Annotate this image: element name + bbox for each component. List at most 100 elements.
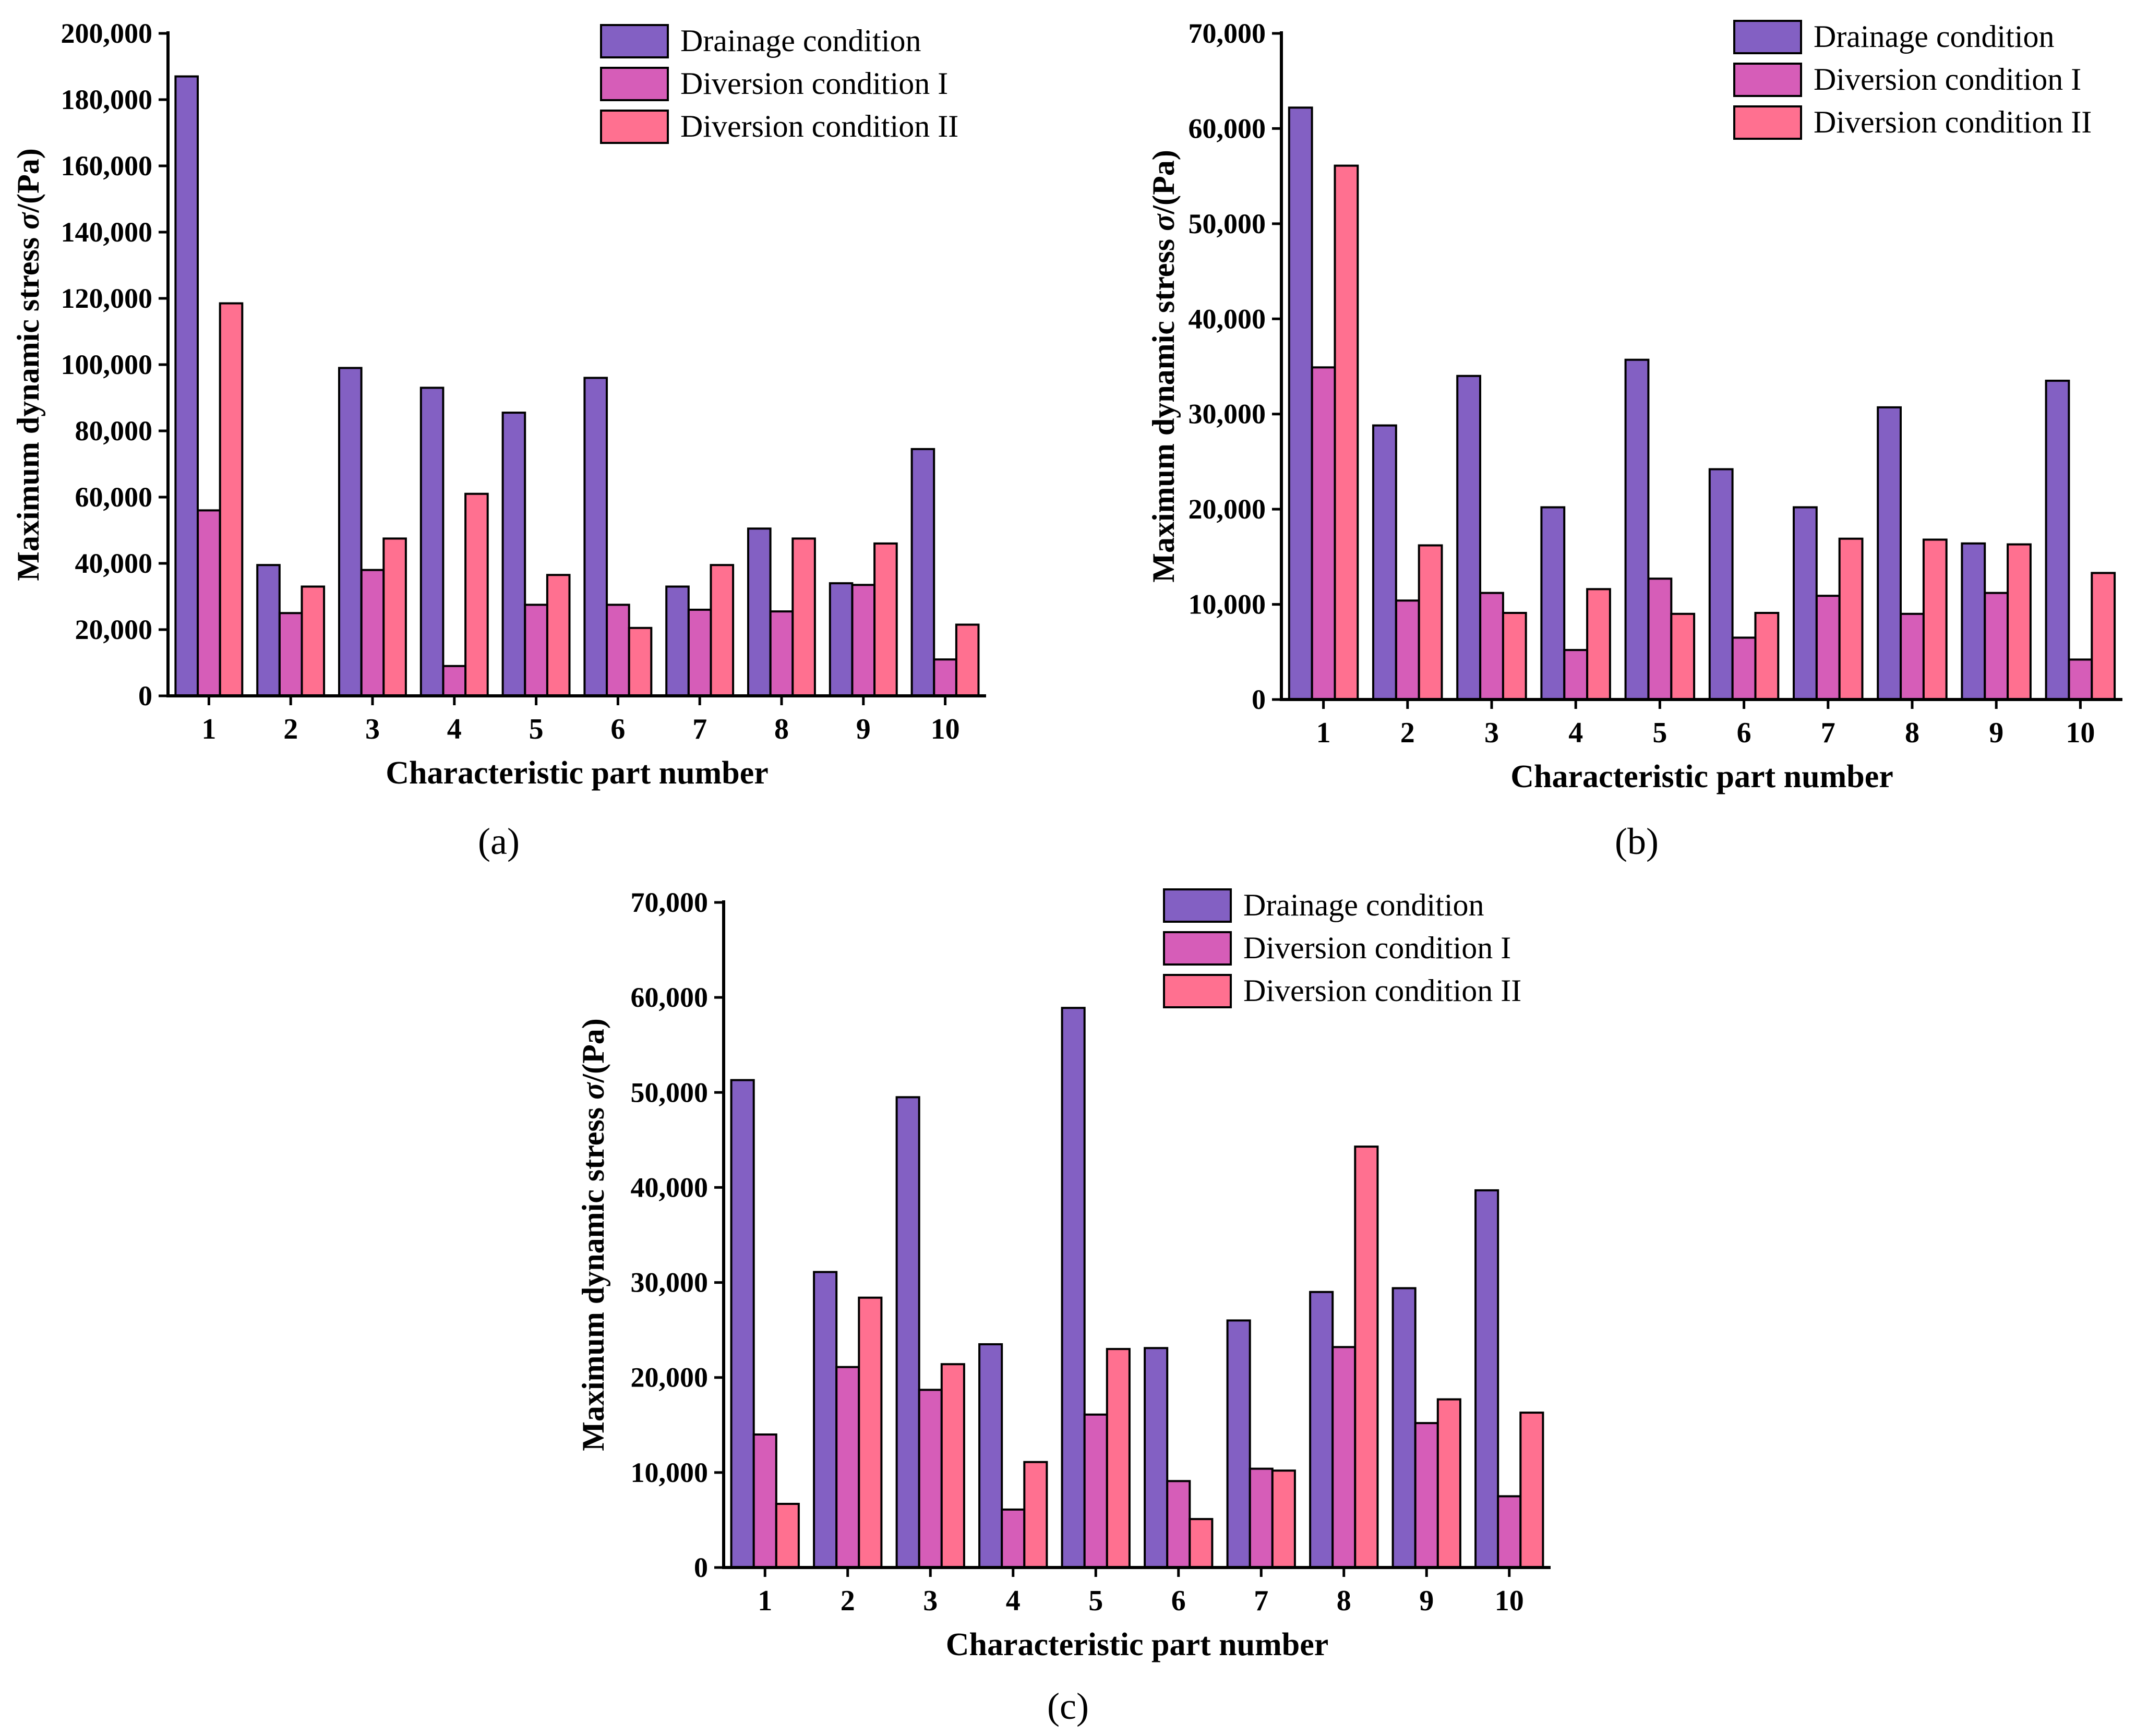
bar-diversion_1-part-5 — [1083, 1413, 1108, 1569]
x-tick-label: 2 — [1400, 717, 1415, 749]
x-tick-label: 4 — [1006, 1585, 1021, 1617]
y-tick-label: 10,000 — [631, 1457, 709, 1488]
bar-drainage-part-2 — [813, 1271, 838, 1569]
x-tick-label: 4 — [447, 713, 462, 745]
bar-diversion_1-part-8 — [1900, 612, 1925, 701]
bar-diversion_2-part-4 — [1586, 588, 1611, 701]
legend-label-diversion_1: Diversion condition I — [1814, 62, 2081, 97]
legend-swatch-diversion_2 — [1163, 974, 1232, 1008]
x-tick-label: 6 — [1737, 717, 1751, 749]
bar-diversion_2-part-6 — [1754, 612, 1780, 701]
bar-drainage-part-7 — [665, 585, 690, 697]
y-tick-label: 40,000 — [75, 548, 153, 579]
bar-diversion_2-part-6 — [1189, 1518, 1214, 1569]
x-tick-label: 9 — [1419, 1585, 1434, 1617]
x-tick-label: 10 — [2066, 717, 2095, 749]
x-tick-label: 4 — [1568, 717, 1583, 749]
bar-drainage-part-4 — [419, 387, 445, 697]
bar-diversion_1-part-7 — [1249, 1467, 1274, 1569]
bar-diversion_1-part-5 — [524, 604, 548, 697]
bar-diversion_2-part-7 — [710, 564, 735, 697]
x-tick-label: 8 — [1337, 1585, 1351, 1617]
bar-diversion_1-part-5 — [1647, 577, 1673, 701]
bar-diversion_2-part-10 — [955, 623, 980, 697]
bar-drainage-part-4 — [1540, 506, 1566, 701]
y-axis-title-text: Maximum dynamic stress — [11, 230, 45, 581]
legend-label-drainage: Drainage condition — [680, 23, 921, 58]
bar-diversion_1-part-6 — [1731, 636, 1757, 701]
bar-diversion_1-part-3 — [918, 1389, 943, 1569]
y-axis-title-symbol: σ — [1146, 213, 1181, 231]
chart-3: 0 10,000 20,000 30,000 40,000 50,000 60,000 70,… — [576, 887, 1551, 1662]
y-tick-label: 80,000 — [75, 415, 153, 447]
y-tick-label: 50,000 — [631, 1077, 709, 1108]
bar-drainage-part-7 — [1226, 1319, 1251, 1569]
x-tick-label: 7 — [692, 713, 707, 745]
y-axis-title-text: Maximum dynamic stress — [1146, 231, 1181, 583]
bar-drainage-part-6 — [583, 377, 608, 697]
bar-drainage-part-1 — [174, 75, 199, 697]
bar-diversion_2-part-6 — [628, 626, 653, 697]
bar-diversion_1-part-4 — [1563, 649, 1589, 701]
bar-drainage-part-6 — [1708, 468, 1734, 701]
x-tick-label: 7 — [1254, 1585, 1268, 1617]
bar-diversion_2-part-9 — [1436, 1398, 1461, 1569]
y-tick-label: 30,000 — [631, 1267, 709, 1298]
y-tick-label: 70,000 — [631, 887, 709, 918]
x-tick-label: 6 — [610, 713, 625, 745]
y-tick-label: 120,000 — [61, 283, 153, 314]
legend-swatch-diversion_1 — [1163, 931, 1232, 966]
y-axis-title-symbol: σ — [576, 1082, 610, 1100]
bar-diversion_1-part-10 — [1497, 1495, 1522, 1569]
bar-diversion_2-part-1 — [219, 302, 244, 697]
legend-swatch-diversion_2 — [600, 110, 669, 144]
x-tick-label: 1 — [758, 1585, 772, 1617]
bar-drainage-part-2 — [1372, 424, 1397, 701]
bar-diversion_1-part-4 — [442, 665, 467, 697]
legend-label-drainage: Drainage condition — [1814, 19, 2055, 54]
bar-diversion_2-part-5 — [1670, 612, 1696, 701]
x-tick-label: 10 — [1495, 1585, 1524, 1617]
bar-drainage-part-10 — [910, 448, 935, 697]
legend-swatch-diversion_1 — [1733, 63, 1802, 97]
bar-diversion_2-part-5 — [1106, 1348, 1131, 1569]
bar-diversion_2-part-9 — [873, 542, 898, 697]
bar-diversion_2-part-2 — [301, 585, 326, 697]
bar-diversion_1-part-10 — [2068, 658, 2093, 701]
x-tick-label: 8 — [1905, 717, 1919, 749]
bar-diversion_2-part-3 — [940, 1363, 965, 1569]
bar-diversion_2-part-3 — [382, 537, 407, 697]
legend-label-diversion_2: Diversion condition II — [680, 109, 958, 143]
bar-drainage-part-3 — [895, 1096, 920, 1569]
y-tick-label: 40,000 — [631, 1172, 709, 1203]
y-axis-title-unit: /(Pa) — [11, 148, 45, 213]
y-axis-title-symbol: σ — [11, 212, 45, 230]
y-axis-title: Maximum dynamic stress σ/(Pa) — [1146, 150, 1181, 582]
bar-diversion_1-part-1 — [197, 509, 221, 697]
x-tick-label: 9 — [856, 713, 871, 745]
y-tick-label: 160,000 — [61, 150, 153, 182]
x-tick-label: 3 — [365, 713, 380, 745]
bar-drainage-part-8 — [747, 527, 772, 697]
bar-diversion_1-part-1 — [752, 1433, 777, 1569]
x-axis-title: Characteristic part number — [1510, 759, 1893, 794]
y-tick-label: 20,000 — [1189, 493, 1266, 525]
bar-diversion_2-part-1 — [1334, 164, 1359, 701]
bar-drainage-part-9 — [829, 582, 854, 697]
bar-drainage-part-1 — [730, 1079, 755, 1569]
y-axis-title: Maximum dynamic stress σ/(Pa) — [11, 148, 45, 581]
legend-label-drainage: Drainage condition — [1243, 888, 1484, 922]
bar-drainage-part-3 — [1456, 375, 1481, 701]
bar-diversion_2-part-7 — [1838, 537, 1864, 701]
bar-drainage-part-4 — [978, 1343, 1003, 1569]
bar-diversion_2-part-2 — [1418, 544, 1443, 701]
y-axis-title-unit: /(Pa) — [576, 1018, 610, 1083]
chart-1: 0 20,000 40,000 60,000 80,000 100,000 120,000 1… — [11, 18, 986, 791]
bar-drainage-part-10 — [1474, 1189, 1499, 1569]
bar-diversion_2-part-3 — [1502, 612, 1527, 701]
legend-label-diversion_1: Diversion condition I — [1243, 931, 1511, 965]
bar-diversion_2-part-8 — [1922, 538, 1948, 701]
bar-diversion_2-part-2 — [858, 1296, 883, 1569]
